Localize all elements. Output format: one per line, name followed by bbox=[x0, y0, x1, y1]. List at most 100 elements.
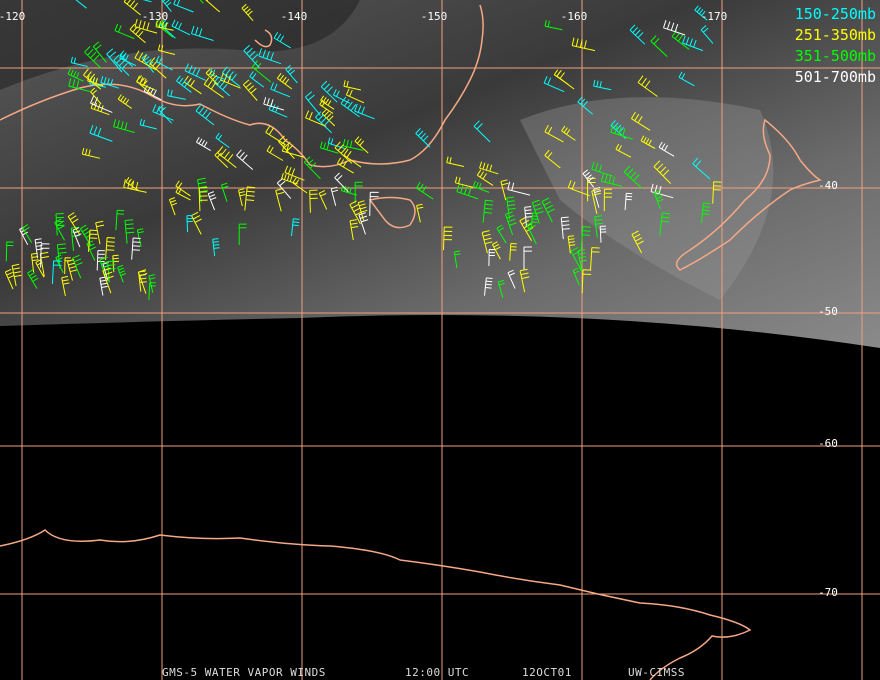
wind-barb bbox=[581, 269, 592, 294]
footer: GMS-5 WATER VAPOR WINDS 12:00 UTC 12OCT0… bbox=[162, 666, 684, 679]
wind-barb bbox=[276, 73, 293, 90]
wind-barb bbox=[354, 103, 375, 120]
wind-barb bbox=[168, 197, 178, 216]
wind-barb bbox=[238, 223, 247, 245]
wind-barb bbox=[75, 0, 87, 9]
wind-barb bbox=[453, 250, 461, 269]
wind-barb bbox=[258, 48, 282, 65]
longitude-labels: -120 -130 -140 -150 -160 -170 bbox=[0, 10, 727, 23]
wind-barb bbox=[155, 55, 173, 71]
wind-barb bbox=[591, 161, 613, 177]
wind-barb bbox=[342, 138, 364, 151]
wind-barb bbox=[560, 216, 570, 240]
latitude-labels: -40 -50 -60 -70 bbox=[818, 179, 838, 599]
wind-barb bbox=[198, 187, 208, 212]
wind-barb bbox=[96, 250, 105, 271]
wind-barb bbox=[157, 44, 176, 55]
wind-barb bbox=[265, 125, 286, 146]
wind-barb bbox=[354, 181, 363, 204]
wind-barb bbox=[273, 31, 291, 49]
wind-barb bbox=[100, 76, 120, 89]
wind-barb bbox=[195, 136, 211, 152]
wind-barb bbox=[161, 0, 172, 12]
wind-barb bbox=[148, 274, 156, 294]
footer-date: 12OCT01 bbox=[522, 666, 572, 679]
wind-barb bbox=[593, 186, 602, 208]
wind-barb bbox=[67, 68, 84, 82]
wind-barb bbox=[191, 211, 202, 235]
wind-barb bbox=[443, 226, 453, 251]
wind-barb bbox=[186, 215, 193, 233]
wind-barb bbox=[90, 87, 102, 105]
wind-barb bbox=[500, 179, 509, 201]
cloud-band bbox=[520, 97, 774, 300]
wind-barb bbox=[507, 181, 531, 196]
wind-barb bbox=[134, 18, 158, 34]
wind-barb bbox=[89, 125, 113, 142]
legend-entry: 150-250mb bbox=[795, 5, 876, 23]
wind-barb bbox=[143, 85, 162, 101]
wind-barb bbox=[615, 143, 632, 158]
legend: 150-250mb 251-350mb 351-500mb 501-700mb bbox=[795, 5, 876, 86]
wind-barb bbox=[473, 120, 491, 143]
wind-barb bbox=[526, 221, 537, 245]
wind-barb bbox=[54, 218, 65, 241]
coastlines bbox=[0, 4, 822, 680]
wind-barb bbox=[106, 48, 123, 73]
wind-barb bbox=[158, 104, 172, 124]
wind-barb bbox=[599, 225, 607, 243]
wind-barb bbox=[119, 52, 137, 67]
wind-barb bbox=[524, 206, 533, 226]
wind-barb bbox=[343, 148, 362, 168]
wind-barb bbox=[131, 237, 141, 260]
wind-barb bbox=[580, 226, 591, 250]
wind-barbs bbox=[4, 0, 722, 300]
wind-barb bbox=[663, 20, 686, 36]
wind-barb bbox=[610, 124, 633, 140]
wind-barb bbox=[303, 156, 321, 180]
wind-barb bbox=[446, 156, 465, 167]
wind-barb bbox=[491, 241, 501, 260]
wind-barb bbox=[136, 75, 153, 96]
wind-barb bbox=[263, 97, 285, 111]
wind-barb bbox=[214, 150, 229, 168]
wind-barb bbox=[497, 279, 505, 298]
latitude-label: -50 bbox=[818, 305, 838, 318]
wind-barb bbox=[217, 146, 237, 168]
wind-barb bbox=[99, 276, 108, 296]
wind-barb bbox=[481, 230, 493, 254]
wind-barb bbox=[472, 180, 490, 193]
wind-barb bbox=[270, 82, 291, 98]
wind-barb bbox=[594, 215, 603, 238]
wind-barb bbox=[213, 76, 231, 97]
wind-barb bbox=[221, 182, 229, 202]
new-zealand bbox=[675, 118, 822, 271]
wind-barb bbox=[682, 35, 704, 52]
wind-barb bbox=[113, 54, 130, 76]
wind-barb bbox=[712, 181, 722, 204]
wind-barb bbox=[205, 68, 219, 86]
wind-barb bbox=[149, 57, 167, 79]
wind-barb bbox=[416, 203, 424, 223]
wind-barb bbox=[415, 181, 434, 200]
wind-barb bbox=[107, 260, 116, 283]
wind-barb bbox=[175, 187, 191, 201]
wind-barb bbox=[567, 235, 576, 254]
wind-barb bbox=[117, 94, 132, 109]
footer-title: GMS-5 WATER VAPOR WINDS bbox=[162, 666, 326, 679]
wind-barb bbox=[509, 243, 517, 261]
legend-entry: 501-700mb bbox=[795, 68, 876, 86]
wind-barb bbox=[678, 71, 695, 87]
wind-barb bbox=[653, 160, 672, 184]
wind-barb bbox=[114, 23, 135, 40]
wind-barb bbox=[236, 149, 254, 170]
wind-barb bbox=[571, 37, 596, 52]
wind-barb bbox=[275, 188, 285, 212]
wind-barb bbox=[572, 267, 580, 286]
wind-barb bbox=[321, 108, 336, 127]
wind-barb bbox=[349, 200, 363, 225]
wind-barb bbox=[278, 135, 295, 159]
wind-barb bbox=[600, 173, 623, 187]
